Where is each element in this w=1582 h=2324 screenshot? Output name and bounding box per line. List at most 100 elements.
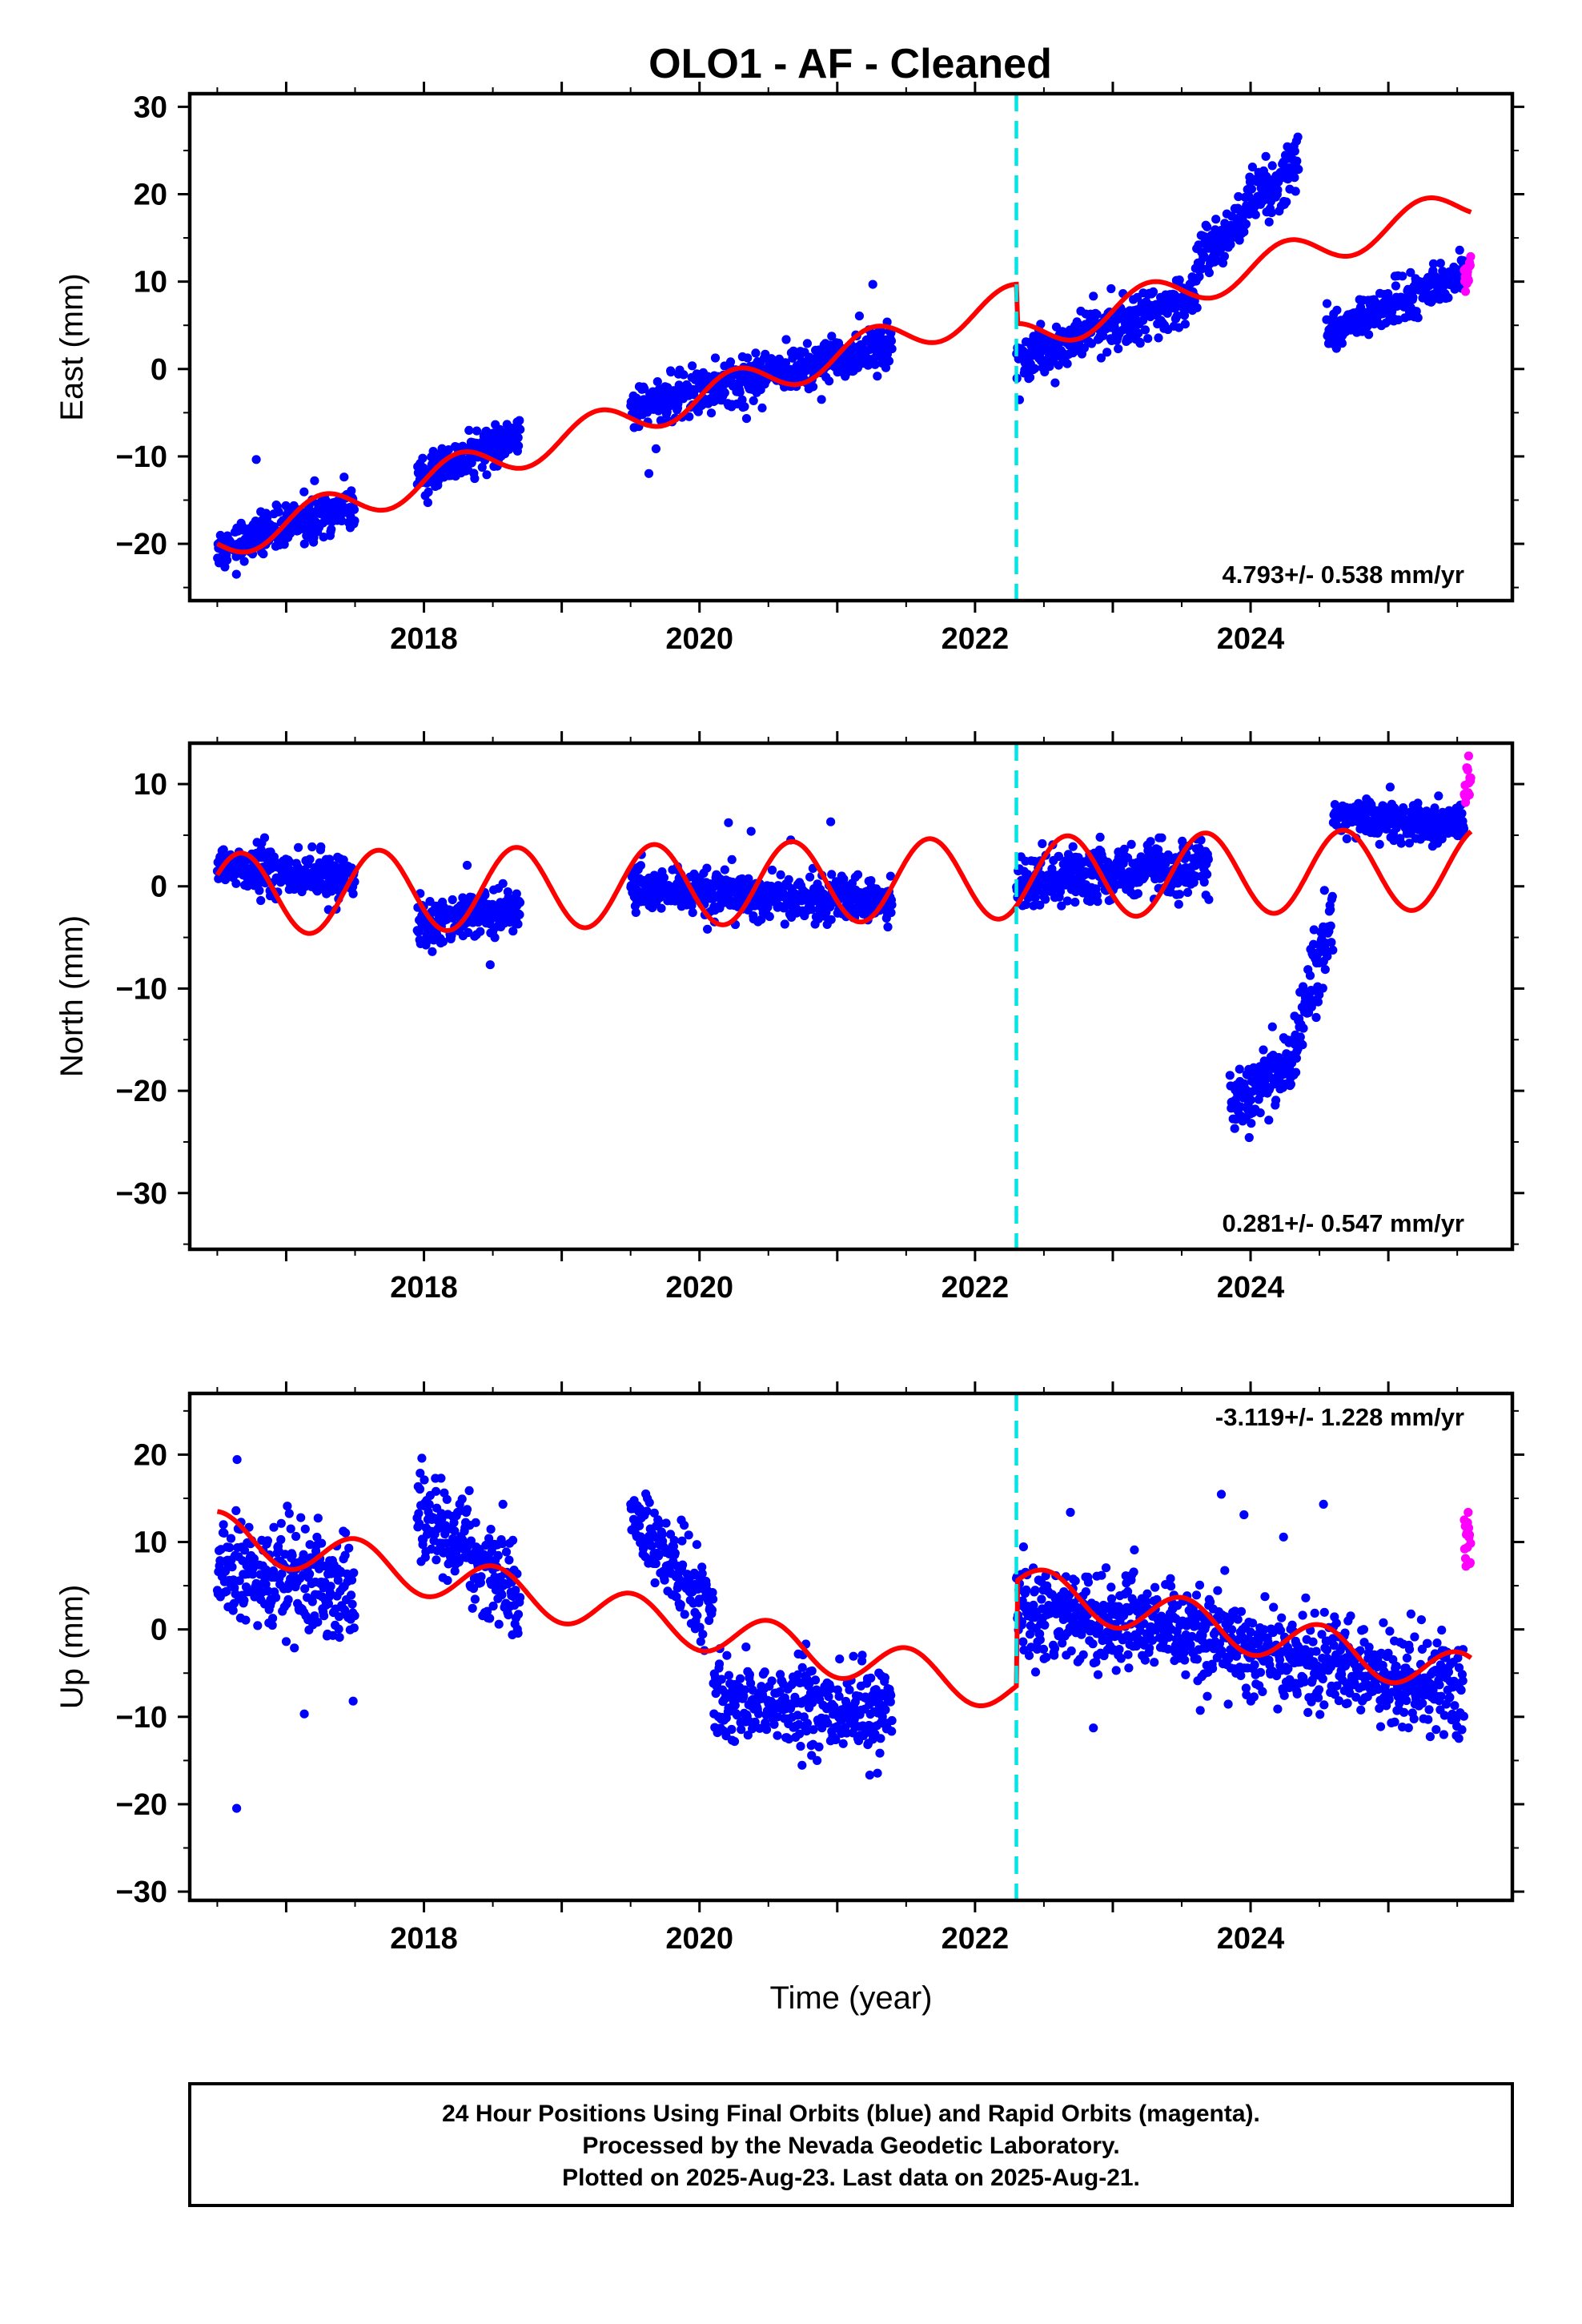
data-point (1050, 1651, 1059, 1660)
data-point (810, 1675, 821, 1685)
data-point (887, 900, 897, 910)
data-point (1070, 898, 1080, 907)
data-point (516, 1593, 525, 1602)
x-tick-label: 2022 (942, 1271, 1010, 1305)
data-point (347, 1575, 357, 1585)
data-point (730, 1700, 740, 1710)
data-point (1465, 260, 1475, 271)
data-point (797, 1760, 807, 1770)
y-tick-label: −10 (116, 972, 167, 1006)
data-point (866, 1673, 876, 1683)
data-point (290, 1643, 299, 1653)
data-point (707, 1605, 717, 1614)
data-point (727, 1724, 737, 1735)
data-point (722, 1651, 732, 1660)
plot-frame-north (187, 741, 1515, 1252)
data-point (337, 516, 347, 526)
data-point (1318, 983, 1327, 993)
data-point (1037, 1594, 1046, 1604)
data-point (259, 833, 270, 842)
data-point (1464, 790, 1474, 800)
data-point (1192, 303, 1202, 312)
data-point (279, 540, 289, 549)
data-point (498, 879, 508, 888)
data-point (462, 1505, 472, 1514)
data-point (299, 487, 309, 497)
data-point (348, 1696, 358, 1706)
data-point (769, 1719, 779, 1729)
data-point (1018, 1542, 1028, 1552)
data-point (1251, 210, 1260, 219)
data-point (1102, 348, 1112, 357)
data-point (1457, 809, 1467, 818)
data-point (344, 1543, 354, 1553)
data-point (1291, 187, 1300, 196)
data-point (1267, 1022, 1277, 1031)
data-point (498, 1499, 508, 1509)
data-point (1172, 311, 1182, 320)
data-point (1434, 791, 1443, 801)
data-point (325, 854, 335, 864)
data-point (349, 1623, 359, 1633)
data-point (1273, 185, 1283, 195)
data-point (483, 1606, 492, 1616)
data-point (1435, 259, 1445, 268)
data-point (438, 937, 448, 947)
chart-title: OLO1 - AF - Cleaned (648, 41, 1052, 87)
data-point (508, 1535, 518, 1545)
data-point (1041, 895, 1050, 904)
data-point (283, 1594, 293, 1605)
data-point (1286, 1080, 1295, 1089)
data-point (414, 1509, 424, 1518)
data-point (1089, 292, 1098, 301)
data-point (1092, 310, 1102, 320)
data-point (1179, 311, 1190, 320)
data-point (1396, 838, 1406, 848)
data-point (277, 1569, 287, 1578)
data-point (880, 1673, 889, 1683)
data-point (1096, 353, 1106, 363)
data-point (1098, 331, 1108, 340)
data-point (826, 817, 836, 826)
data-point (708, 1588, 717, 1598)
data-point (1293, 132, 1303, 142)
data-point (1062, 359, 1072, 368)
data-point (448, 895, 457, 905)
data-point (319, 1611, 329, 1621)
data-point (809, 1725, 818, 1735)
data-point (1024, 1651, 1034, 1660)
data-point (515, 416, 524, 425)
data-point (340, 1550, 350, 1560)
data-point (490, 933, 500, 943)
data-point (1157, 833, 1166, 842)
data-point (300, 1584, 310, 1594)
data-point (695, 1622, 705, 1632)
data-point (868, 279, 877, 289)
data-point (511, 1586, 520, 1595)
data-point (886, 1691, 896, 1700)
data-point (471, 1518, 480, 1527)
rate-label: 4.793+/- 0.538 mm/yr (1223, 561, 1464, 589)
data-point (1204, 895, 1214, 904)
x-tick-label: 2024 (1217, 1271, 1285, 1305)
data-point (253, 1621, 263, 1630)
data-point (1143, 334, 1153, 344)
data-point (845, 1685, 854, 1695)
data-point (1140, 325, 1150, 335)
data-point (679, 370, 689, 380)
x-tick-label: 2024 (1217, 622, 1285, 656)
data-point (268, 1614, 278, 1623)
data-point (316, 842, 326, 852)
y-tick-label: 0 (151, 353, 167, 387)
data-point (1030, 893, 1040, 903)
data-point (417, 1454, 427, 1463)
data-point (886, 908, 896, 918)
data-point (1030, 1667, 1041, 1677)
data-point (1030, 364, 1039, 373)
data-point (305, 1569, 315, 1578)
data-point (334, 1612, 344, 1622)
data-point (1255, 1108, 1265, 1118)
data-point (767, 1676, 777, 1686)
data-point (1327, 891, 1337, 901)
data-point (443, 1575, 452, 1586)
